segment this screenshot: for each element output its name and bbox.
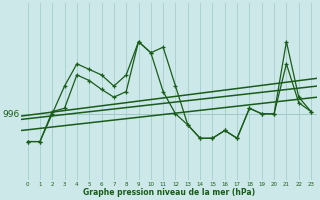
X-axis label: Graphe pression niveau de la mer (hPa): Graphe pression niveau de la mer (hPa) (83, 188, 255, 197)
